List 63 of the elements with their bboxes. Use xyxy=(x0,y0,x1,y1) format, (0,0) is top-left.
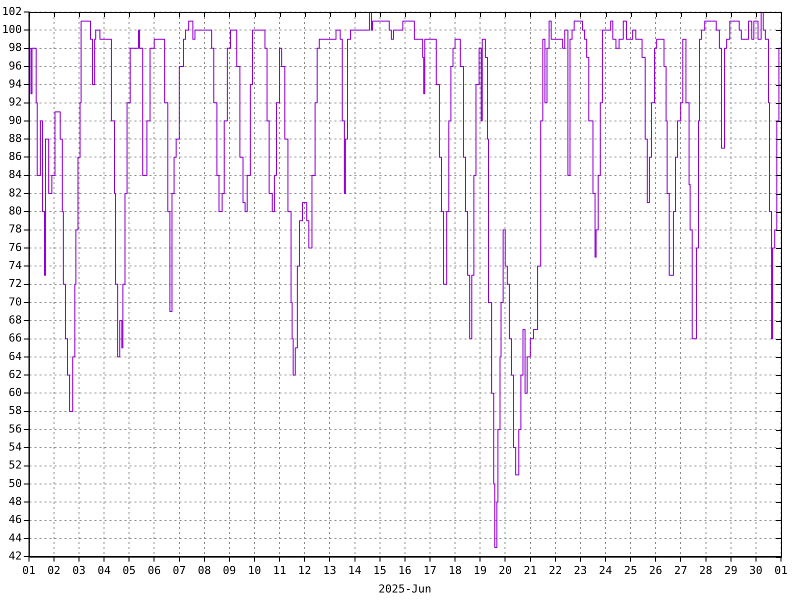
x-tick-label: 05 xyxy=(122,564,136,578)
y-tick-label: 48 xyxy=(8,495,22,508)
x-tick-label: 19 xyxy=(474,564,487,578)
x-tick-label: 30 xyxy=(749,564,763,578)
y-tick-label: 80 xyxy=(8,204,22,218)
y-tick-label: 94 xyxy=(8,77,22,90)
y-tick-label: 74 xyxy=(8,259,22,272)
y-tick-label: 62 xyxy=(8,368,22,381)
y-tick-label: 52 xyxy=(8,458,22,472)
x-tick-label: 21 xyxy=(524,564,537,578)
x-tick-label: 26 xyxy=(649,564,662,578)
x-tick-label: 11 xyxy=(272,564,286,578)
y-tick-label: 102 xyxy=(2,4,22,18)
y-tick-label: 82 xyxy=(8,186,22,200)
y-tick-label: 90 xyxy=(8,114,22,127)
x-tick-label: 28 xyxy=(699,564,712,578)
x-tick-label: 18 xyxy=(448,564,462,578)
x-tick-label: 27 xyxy=(674,564,688,578)
x-tick-label: 23 xyxy=(574,564,588,578)
y-tick-label: 72 xyxy=(8,277,22,290)
x-tick-label: 01 xyxy=(774,564,788,578)
x-tick-label: 29 xyxy=(724,564,738,578)
x-tick-label: 16 xyxy=(398,564,412,578)
y-tick-label: 58 xyxy=(8,404,22,418)
x-tick-label: 25 xyxy=(624,564,638,578)
x-tick-label: 22 xyxy=(548,564,562,578)
y-tick-label: 56 xyxy=(8,422,22,436)
x-tick-label: 01 xyxy=(22,564,36,578)
y-tick-label: 78 xyxy=(8,222,22,236)
y-tick-label: 68 xyxy=(8,313,22,326)
y-tick-label: 92 xyxy=(8,96,22,109)
x-tick-label: 10 xyxy=(248,564,262,578)
y-tick-label: 50 xyxy=(8,476,22,490)
y-tick-label: 84 xyxy=(8,168,22,182)
x-tick-label: 20 xyxy=(498,564,512,578)
y-tick-label: 88 xyxy=(8,132,22,145)
y-tick-label: 100 xyxy=(2,23,22,36)
x-tick-label: 09 xyxy=(222,564,236,578)
y-tick-label: 98 xyxy=(8,41,22,54)
y-tick-label: 96 xyxy=(8,59,22,72)
x-tick-label: 04 xyxy=(97,564,112,578)
x-tick-label: 02 xyxy=(47,564,61,578)
y-tick-label: 44 xyxy=(8,531,22,544)
x-tick-label: 24 xyxy=(598,564,612,578)
x-tick-label: 06 xyxy=(148,564,161,578)
y-tick-label: 46 xyxy=(8,513,22,526)
x-tick-label: 12 xyxy=(298,564,312,578)
y-tick-label: 86 xyxy=(8,150,22,164)
x-tick-label: 17 xyxy=(423,564,437,578)
y-tick-label: 76 xyxy=(8,240,22,254)
y-tick-label: 60 xyxy=(8,386,22,400)
x-tick-label: 14 xyxy=(348,564,362,578)
x-tick-label: 07 xyxy=(172,564,186,578)
y-tick-label: 42 xyxy=(8,549,22,562)
y-tick-label: 54 xyxy=(8,440,22,454)
x-tick-label: 13 xyxy=(323,564,336,578)
y-tick-label: 70 xyxy=(8,295,22,308)
x-tick-label: 15 xyxy=(373,564,386,578)
y-tick-label: 66 xyxy=(8,332,22,345)
x-tick-label: 03 xyxy=(72,564,86,578)
x-tick-label: 08 xyxy=(198,564,211,578)
y-tick-label: 64 xyxy=(8,350,22,363)
x-axis-title: 2025-Jun xyxy=(378,582,432,596)
